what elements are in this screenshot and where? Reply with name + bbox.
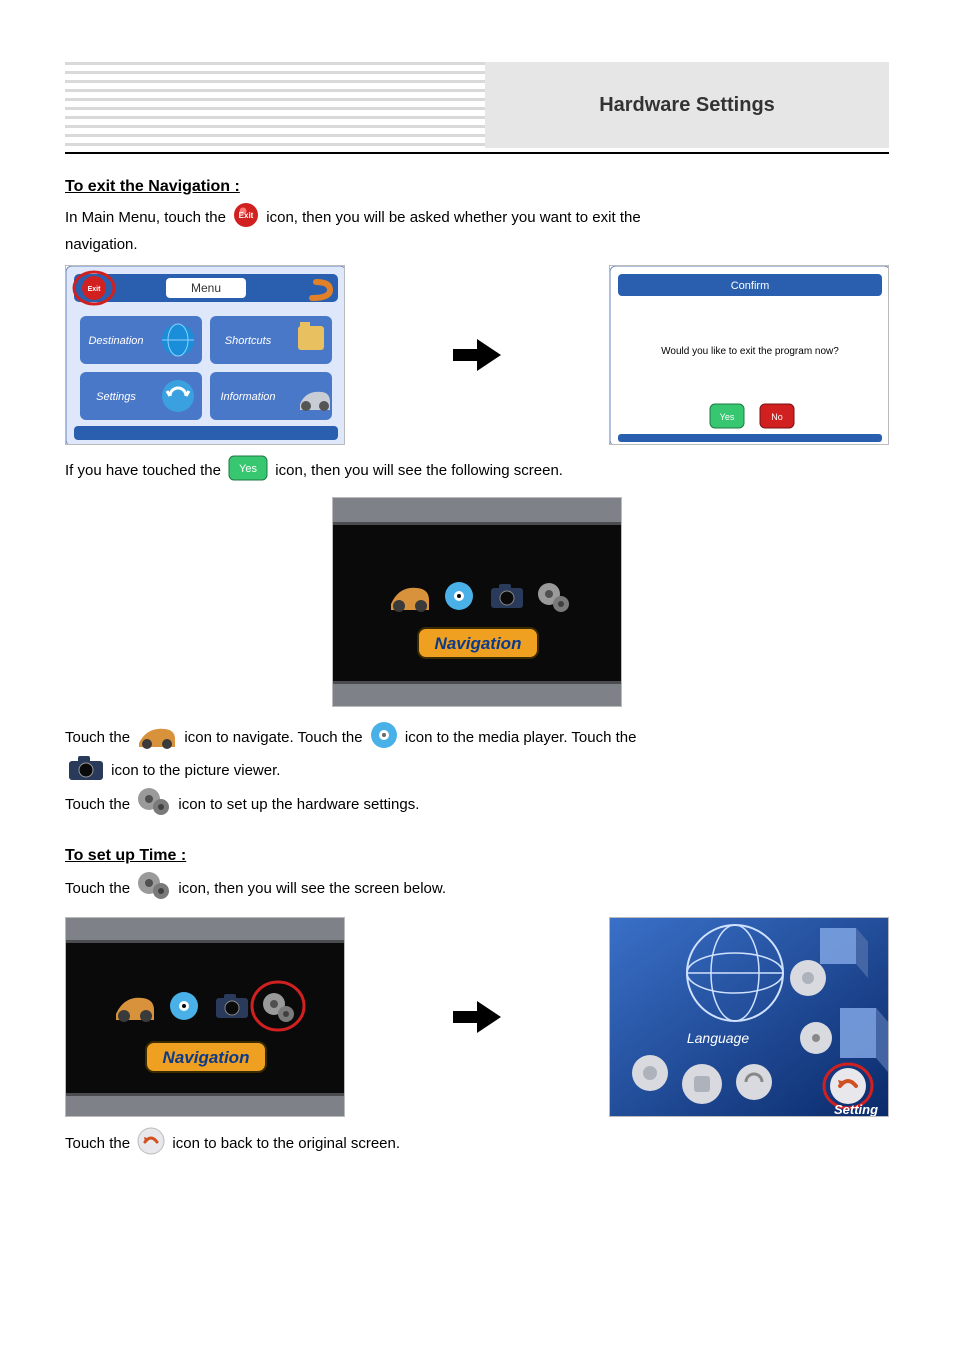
svg-text:Destination: Destination [88, 335, 143, 347]
svg-text:Exit: Exit [88, 286, 102, 293]
confirm-screenshot: Confirm Would you like to exit the progr… [609, 265, 889, 445]
svg-text:Navigation: Navigation [163, 1048, 250, 1067]
section-exit-title: To exit the Navigation : [65, 178, 889, 196]
menu-titlebar: Menu [191, 281, 221, 295]
home-screenshot: Navigation [332, 497, 622, 707]
svg-text:Would you like to exit the pro: Would you like to exit the program now? [661, 346, 839, 357]
flow-arrow-icon [453, 339, 501, 371]
svg-text:Yes: Yes [239, 463, 257, 475]
menu-screenshot: Exit Menu Destination Shortcuts Settings… [65, 265, 345, 445]
car-icon [137, 721, 177, 755]
exit-flow-row: Exit Menu Destination Shortcuts Settings… [65, 265, 889, 445]
gear-icon [137, 787, 171, 823]
svg-text:Navigation: Navigation [435, 634, 522, 653]
exit-icon: Exit [233, 202, 259, 234]
decorative-lines [65, 62, 485, 148]
settings-flow-row: Navigation Language [65, 917, 889, 1117]
yes-button-icon: Yes [228, 455, 268, 487]
gear-icon [137, 871, 171, 907]
icon-descriptions: Touch the icon to navigate. Touch the ic… [65, 721, 889, 823]
svg-text:Yes: Yes [720, 412, 735, 422]
svg-text:Settings: Settings [96, 391, 136, 403]
section-time-text: Touch the icon, then you will see the sc… [65, 871, 889, 907]
svg-text:Setting: Setting [834, 1102, 878, 1117]
back-setting-icon [137, 1127, 165, 1161]
flow-arrow-icon [453, 1001, 501, 1033]
home-gear-circled-screenshot: Navigation [65, 917, 345, 1117]
after-confirm-text: If you have touched the Yes icon, then y… [65, 455, 889, 487]
section-time-title: To set up Time : [65, 847, 889, 865]
svg-text:Confirm: Confirm [731, 280, 770, 292]
header-title: Hardware Settings [599, 94, 775, 117]
section-exit-text: In Main Menu, touch the Exit icon, then … [65, 202, 889, 255]
svg-text:Exit: Exit [239, 211, 254, 220]
page-header: Hardware Settings [65, 60, 889, 154]
language-settings-screenshot: Language Setting [609, 917, 889, 1117]
svg-text:Shortcuts: Shortcuts [225, 335, 272, 347]
disc-icon [370, 721, 398, 755]
svg-text:Information: Information [220, 391, 275, 403]
after-settings-text: Touch the icon to back to the original s… [65, 1127, 889, 1161]
svg-text:No: No [771, 412, 783, 422]
camera-icon [68, 755, 104, 787]
svg-text:Language: Language [687, 1030, 750, 1046]
header-title-block: Hardware Settings [485, 62, 889, 148]
